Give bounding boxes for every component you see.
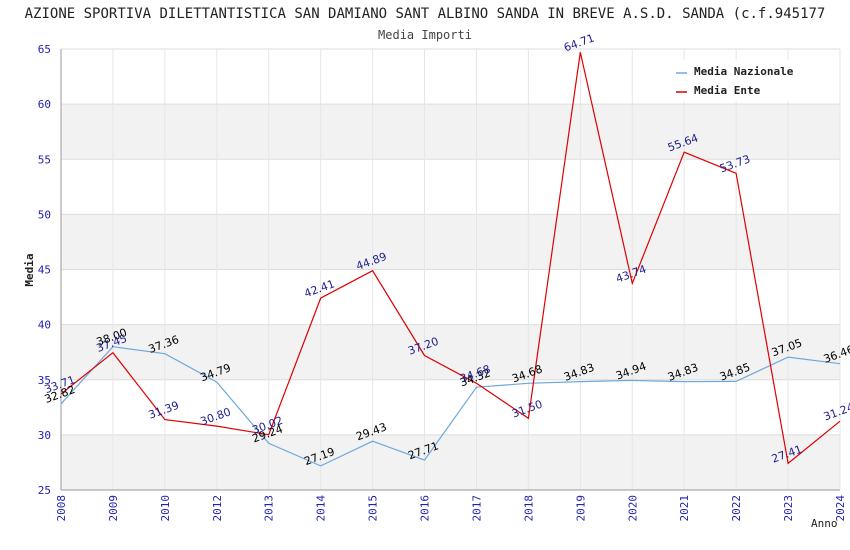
x-tick-label: 2014 bbox=[315, 495, 328, 522]
chart-subtitle: Media Importi bbox=[378, 28, 472, 42]
legend-label-nazionale: Media Nazionale bbox=[694, 65, 794, 78]
grid-band bbox=[61, 269, 840, 325]
x-tick-label: 2021 bbox=[678, 495, 691, 522]
x-tick-label: 2015 bbox=[367, 495, 380, 522]
chart-title: AZIONE SPORTIVA DILETTANTISTICA SAN DAMI… bbox=[25, 6, 826, 22]
y-tick-label: 25 bbox=[38, 484, 51, 497]
x-axis-label: Anno bbox=[811, 517, 838, 530]
x-tick-label: 2019 bbox=[574, 495, 587, 522]
x-tick-label: 2018 bbox=[522, 495, 535, 522]
x-tick-label: 2020 bbox=[626, 495, 639, 522]
y-axis-ticks: 25 30 35 40 45 50 55 60 65 bbox=[38, 43, 51, 497]
x-tick-label: 2010 bbox=[159, 495, 172, 522]
plot-background bbox=[61, 49, 840, 490]
y-tick-label: 65 bbox=[38, 43, 51, 56]
grid-band bbox=[61, 324, 840, 380]
y-tick-label: 55 bbox=[38, 153, 51, 166]
line-media-ente bbox=[60, 52, 841, 465]
x-tick-label: 2009 bbox=[107, 495, 120, 522]
grid-band bbox=[61, 214, 840, 270]
x-tick-label: 2016 bbox=[419, 495, 432, 522]
x-tick-label: 2017 bbox=[470, 495, 483, 522]
legend-box bbox=[670, 60, 810, 101]
y-tick-label: 40 bbox=[38, 319, 51, 332]
y-tick-label: 60 bbox=[38, 98, 51, 111]
line-media-nazionale bbox=[60, 346, 841, 467]
x-tick-label: 2008 bbox=[55, 495, 68, 522]
x-tick-label: 2023 bbox=[782, 495, 795, 522]
y-tick-label: 45 bbox=[38, 264, 51, 277]
y-tick-label: 50 bbox=[38, 208, 51, 221]
y-tick-label: 30 bbox=[38, 429, 51, 442]
grid-band bbox=[61, 379, 840, 435]
legend: Media Nazionale Media Ente bbox=[670, 60, 810, 101]
x-tick-label: 2012 bbox=[211, 495, 224, 522]
legend-label-ente: Media Ente bbox=[694, 84, 761, 97]
x-axis-ticks: 2008 2009 2010 2012 2013 2014 2015 2016 2017 2018… bbox=[55, 495, 847, 522]
x-tick-label: 2022 bbox=[730, 495, 743, 522]
series-layer bbox=[60, 52, 841, 467]
grid-band bbox=[61, 104, 840, 160]
y-tick-label: 35 bbox=[38, 374, 51, 387]
y-axis-label: Media bbox=[23, 253, 36, 286]
grid-band bbox=[61, 159, 840, 215]
grid-band bbox=[61, 434, 840, 490]
x-tick-label: 2013 bbox=[263, 495, 276, 522]
axes bbox=[60, 49, 840, 491]
x-tick-label: 2024 bbox=[834, 495, 847, 522]
